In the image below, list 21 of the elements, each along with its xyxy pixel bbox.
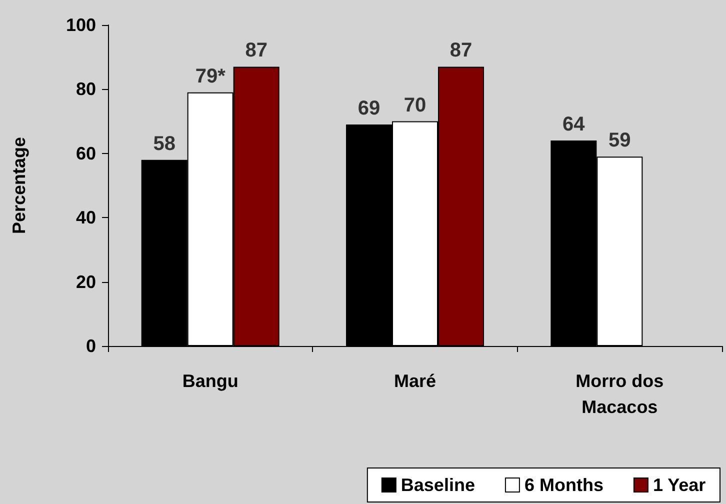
legend-label: 1 Year — [652, 475, 706, 495]
data-label: 87 — [245, 40, 268, 62]
data-label: 69 — [358, 98, 380, 120]
y-tick-label: 80 — [76, 79, 96, 100]
y-tick-label: 60 — [76, 143, 96, 164]
legend-label: Baseline — [400, 475, 475, 495]
y-tick-label: 100 — [66, 15, 96, 35]
x-tick-label: Bangu — [182, 371, 238, 391]
y-tick-label: 20 — [76, 272, 96, 292]
x-tick-label: Maré — [394, 371, 436, 391]
y-axis-title: Percentage — [9, 136, 29, 234]
y-tick-label: 40 — [76, 208, 96, 228]
data-label: 87 — [450, 40, 472, 62]
data-label: 70 — [404, 94, 426, 116]
legend-label: 6 Months — [524, 475, 604, 495]
y-tick-label: 0 — [86, 336, 96, 356]
data-label: 79* — [195, 65, 226, 88]
data-label: 64 — [562, 114, 586, 136]
data-label: 58 — [153, 132, 176, 155]
x-tick-label: Morro dos Macacos — [576, 371, 664, 417]
data-label: 59 — [608, 130, 631, 152]
